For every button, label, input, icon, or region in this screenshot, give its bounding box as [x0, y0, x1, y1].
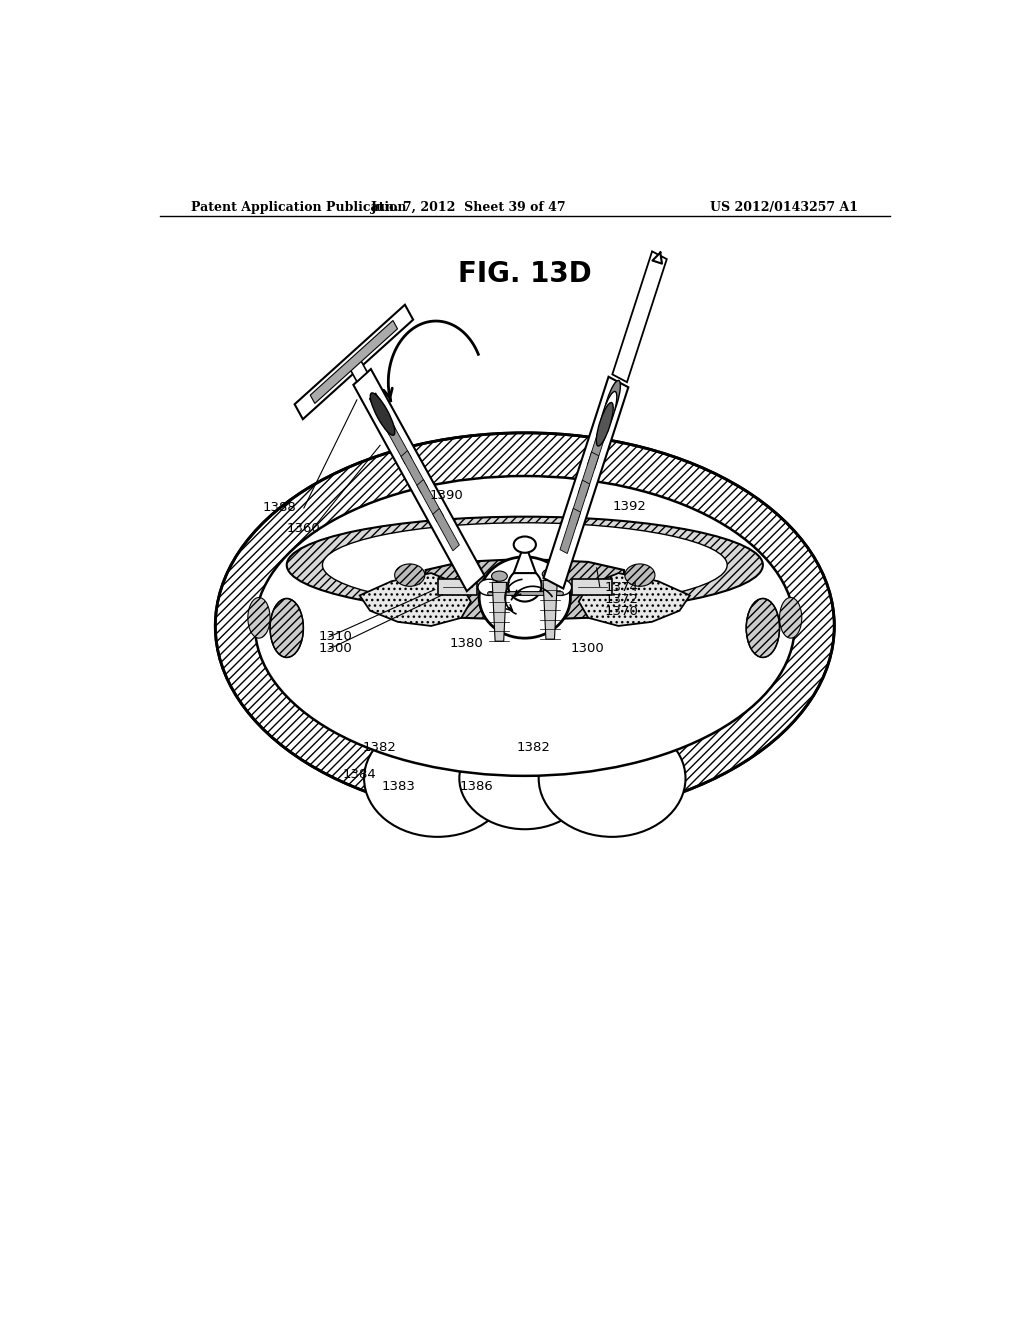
Polygon shape — [560, 508, 581, 553]
Text: Jun. 7, 2012  Sheet 39 of 47: Jun. 7, 2012 Sheet 39 of 47 — [372, 201, 567, 214]
Ellipse shape — [394, 564, 425, 586]
Ellipse shape — [779, 598, 802, 638]
Text: 1382: 1382 — [362, 742, 396, 755]
Polygon shape — [588, 424, 608, 469]
Ellipse shape — [746, 598, 779, 657]
Ellipse shape — [371, 393, 395, 436]
Text: US 2012/0143257 A1: US 2012/0143257 A1 — [710, 201, 858, 214]
Ellipse shape — [479, 557, 570, 638]
Text: 1383: 1383 — [382, 780, 416, 793]
Text: 1310: 1310 — [318, 630, 352, 643]
Ellipse shape — [492, 572, 507, 581]
Ellipse shape — [255, 477, 795, 776]
Polygon shape — [417, 479, 443, 521]
Polygon shape — [493, 582, 507, 642]
Text: 1300: 1300 — [570, 642, 604, 655]
Ellipse shape — [596, 403, 613, 446]
Polygon shape — [426, 558, 624, 620]
Ellipse shape — [625, 564, 655, 586]
Ellipse shape — [323, 523, 727, 607]
Text: Patent Application Publication: Patent Application Publication — [191, 201, 407, 214]
Ellipse shape — [550, 579, 571, 595]
Polygon shape — [544, 376, 629, 589]
Polygon shape — [433, 508, 460, 550]
Polygon shape — [543, 581, 557, 639]
Polygon shape — [437, 579, 477, 595]
Ellipse shape — [514, 536, 536, 553]
Text: 1386: 1386 — [460, 780, 494, 793]
Polygon shape — [359, 573, 471, 626]
Ellipse shape — [215, 433, 835, 818]
Text: 1374: 1374 — [604, 581, 638, 594]
Text: 1360: 1360 — [287, 523, 321, 536]
Polygon shape — [370, 393, 396, 436]
Text: 1300: 1300 — [318, 642, 352, 655]
Ellipse shape — [543, 569, 558, 579]
Ellipse shape — [270, 598, 303, 657]
Polygon shape — [596, 396, 617, 441]
Ellipse shape — [508, 569, 542, 602]
Polygon shape — [310, 321, 397, 404]
Polygon shape — [569, 480, 590, 525]
Polygon shape — [295, 305, 413, 420]
Polygon shape — [579, 573, 690, 626]
Text: 1372: 1372 — [604, 593, 638, 606]
Polygon shape — [385, 422, 412, 465]
Ellipse shape — [365, 719, 511, 837]
Text: 1380: 1380 — [450, 636, 483, 649]
Ellipse shape — [287, 516, 763, 614]
Ellipse shape — [539, 719, 685, 837]
Ellipse shape — [478, 579, 500, 595]
Polygon shape — [353, 370, 484, 591]
Text: FIG. 13D: FIG. 13D — [458, 260, 592, 288]
Ellipse shape — [460, 727, 590, 829]
Polygon shape — [401, 450, 428, 494]
Polygon shape — [612, 251, 667, 383]
Polygon shape — [572, 579, 612, 595]
Ellipse shape — [600, 392, 616, 436]
Text: 1370: 1370 — [604, 605, 638, 618]
Text: 1382: 1382 — [517, 742, 551, 755]
Text: 1392: 1392 — [612, 499, 646, 512]
Polygon shape — [579, 451, 599, 498]
Polygon shape — [514, 543, 536, 573]
Text: 1388: 1388 — [263, 502, 297, 513]
Ellipse shape — [603, 380, 621, 424]
Text: 1384: 1384 — [342, 768, 376, 781]
Text: 1390: 1390 — [430, 490, 463, 503]
Polygon shape — [349, 358, 368, 381]
Ellipse shape — [248, 598, 270, 638]
